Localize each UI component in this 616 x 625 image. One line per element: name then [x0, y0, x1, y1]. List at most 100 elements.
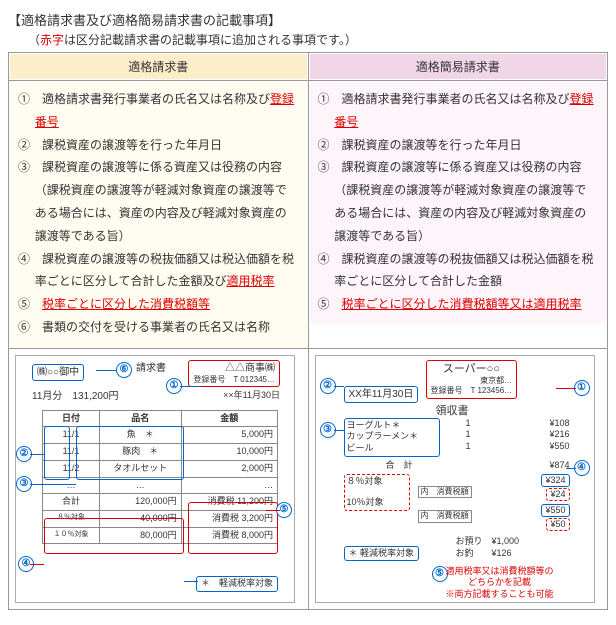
sum-lbl-r: 合 計 — [386, 460, 413, 472]
page-subtitle: （赤字は区分記載請求書の記載事項に追加される事項です。） — [8, 31, 608, 52]
total: 131,200円 — [72, 391, 118, 402]
r8in: 内 消費税額 — [418, 486, 472, 498]
tax-lbl: 消費税 — [208, 496, 235, 506]
sum-amt: 120,000円 — [99, 494, 181, 511]
r0a: 5,000円 — [181, 427, 277, 444]
r1n: 豚肉 ＊ — [99, 444, 181, 461]
r-i2: ② 課税資産の譲渡等を行った年月日 — [318, 134, 599, 157]
rr1q: 1 — [466, 429, 471, 441]
subtitle-rest: は区分記載請求書の記載事項に追加される事項です。） — [64, 33, 357, 47]
r1d: 11/1 — [43, 444, 100, 461]
r8v-box: ¥324 — [541, 474, 569, 488]
rr2a: ¥550 — [549, 441, 569, 453]
rarrow-4 — [566, 468, 576, 470]
issuer: △△商事㈱ — [193, 362, 275, 375]
r-i5p: ⑤ — [318, 297, 342, 311]
r10a: 80,000円 — [99, 527, 181, 544]
sum-lbl: 合計 — [43, 494, 100, 511]
r3d: … — [43, 477, 100, 494]
l-i6: ⑥ 書類の交付を受ける事業者の氏名又は名称 — [18, 316, 299, 339]
subtitle-prefix: （ — [28, 33, 40, 47]
arrow-4 — [30, 564, 44, 566]
ftn2: どちらかを記載 — [446, 577, 554, 589]
r2a: 2,000円 — [181, 460, 277, 477]
dep: お預り — [456, 536, 483, 546]
reg-label: 登録番号 — [193, 375, 225, 384]
r10in: 内 消費税額 — [418, 510, 472, 522]
r8: ８％対象 — [43, 510, 100, 527]
issue-date: ××年11月30日 — [223, 390, 280, 402]
l-i3: ③ 課税資産の譲渡等に係る資産又は役務の内容（課税資産の譲渡等が軽減対象資産の譲… — [18, 156, 299, 247]
th-date: 日付 — [43, 410, 100, 427]
arrow-6 — [96, 370, 116, 372]
date-box: XX年11月30日 — [344, 386, 419, 403]
arrow-3 — [30, 484, 76, 486]
tax-amt: 11,200円 — [237, 496, 273, 506]
r10v-box: ¥550 — [541, 504, 569, 518]
r-i4: ④ 課税資産の譲渡等の税抜価額又は税込価額を税率ごとに区分して合計した金額 — [318, 248, 599, 294]
left-body: ① 適格請求書発行事業者の氏名又は名称及び登録番号 ② 課税資産の譲渡等を行った… — [10, 82, 307, 347]
page-title: 【適格請求書及び適格簡易請求書の記載事項】 — [8, 8, 608, 31]
legend-box: ＊ 軽減税率対象 — [344, 546, 420, 562]
rr1a: ¥216 — [549, 429, 569, 441]
qty-col: 1 1 1 — [466, 418, 471, 453]
r10tv: 8,000円 — [241, 530, 273, 540]
l-i5: 税率ごとに区分した消費税額等 — [42, 297, 210, 311]
r1a: 10,000円 — [181, 444, 277, 461]
r8t: 消費税 — [212, 513, 239, 523]
chg: お釣 — [456, 548, 474, 558]
rr2n: ビール — [347, 443, 374, 453]
r2d: 11/2 — [43, 460, 100, 477]
subtitle-red: 赤字 — [40, 33, 64, 47]
rr1n: カップラーメン＊ — [347, 431, 419, 441]
right-sample: スーパー○○ 東京都… 登録番号 T 123456… XX年11月30日 領収書… — [315, 355, 595, 603]
addr: 東京都… — [431, 376, 513, 386]
rr0a: ¥108 — [549, 418, 569, 430]
l-i2: ② 課税資産の譲渡等を行った年月日 — [18, 134, 299, 157]
rbadge-1: ① — [574, 380, 590, 396]
l-i4b: 適用税率 — [226, 274, 274, 288]
note-box: ＊ 軽減税率対象 — [196, 576, 278, 592]
left-sample: ㈱○○御中 請求書 △△商事㈱ 登録番号 T 012345… ××年11月30日… — [15, 355, 295, 603]
r3a: … — [181, 477, 277, 494]
footnote: 適用税率又は消費税額等の どちらかを記載 ※両方記載することも可能 — [446, 566, 554, 601]
badge-6: ⑥ — [116, 362, 132, 378]
month: 11月分 — [32, 391, 62, 402]
compare-table: 適格請求書 適格簡易請求書 ① 適格請求書発行事業者の氏名又は名称及び登録番号 … — [8, 52, 608, 610]
chgv: ¥126 — [492, 548, 512, 558]
rr2q: 1 — [466, 441, 471, 453]
r10: １０％対象 — [43, 527, 100, 544]
rarrow-3 — [334, 430, 344, 432]
ftn3: ※両方記載することも可能 — [446, 589, 554, 601]
rr0n: ヨーグルト＊ — [347, 420, 401, 430]
l-i5p: ⑤ — [18, 297, 42, 311]
items-box: ヨーグルト＊ カップラーメン＊ ビール — [344, 418, 440, 457]
right-body: ① 適格請求書発行事業者の氏名又は名称及び登録番号 ② 課税資産の譲渡等を行った… — [310, 82, 607, 324]
r-i3: ③ 課税資産の譲渡等に係る資産又は役務の内容（課税資産の譲渡等が軽減対象資産の譲… — [318, 156, 599, 247]
store-box: スーパー○○ 東京都… 登録番号 T 123456… — [426, 360, 518, 399]
arrow-5 — [266, 510, 280, 512]
r10t: 消費税 — [212, 530, 239, 540]
reg: 登録番号 T 123456… — [431, 386, 513, 396]
arrow-2 — [30, 454, 44, 456]
rr10: 10％対象 — [347, 497, 407, 509]
dep-row: お預り ¥1,000 — [456, 536, 520, 548]
left-header: 適格請求書 — [10, 54, 307, 79]
recipient-box: ㈱○○御中 — [32, 364, 84, 381]
r10tv-box: ¥50 — [546, 518, 569, 532]
r-i5: 税率ごとに区分した消費税額等又は適用税率 — [342, 297, 582, 311]
chg-row: お釣 ¥126 — [456, 548, 512, 560]
r-i1a: ① 適格請求書発行事業者の氏名又は名称及び — [318, 92, 570, 106]
depv: ¥1,000 — [492, 536, 520, 546]
r8tv: 3,200円 — [241, 513, 273, 523]
rbadge-4: ④ — [574, 460, 590, 476]
r8a: 40,000円 — [99, 510, 181, 527]
r2n: タオルセット — [99, 460, 181, 477]
arrow-note — [184, 581, 198, 583]
rr8: ８％対象 — [347, 476, 407, 488]
issuer-box: △△商事㈱ 登録番号 T 012345… — [188, 360, 280, 387]
doc-title-r: 領収書 — [436, 404, 469, 418]
right-header: 適格簡易請求書 — [310, 54, 607, 79]
reg-no: T 012345… — [233, 375, 275, 384]
in-tax-col: 内 消費税額 内 消費税額 — [418, 474, 472, 523]
